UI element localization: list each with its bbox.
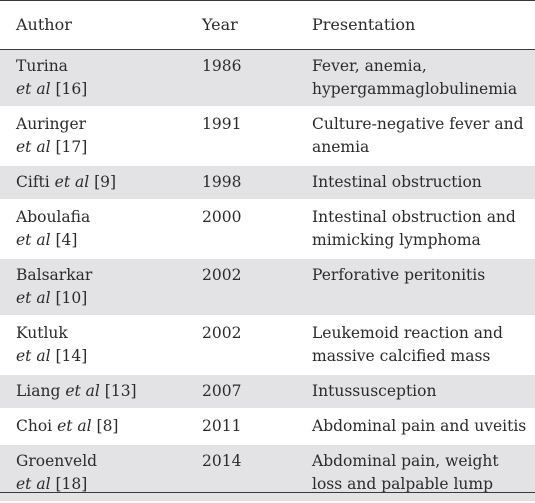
- author-line: Cifti et al [9]: [16, 171, 188, 194]
- author-line: Kutluk: [16, 322, 188, 345]
- author-text: Liang: [16, 382, 66, 400]
- year-cell: 2002: [202, 266, 242, 284]
- presentation-line: anemia: [312, 138, 370, 156]
- table-row: Balsarkar et al [10] 2002 Perforative perit…: [0, 259, 535, 317]
- year-cell: 2000: [202, 208, 242, 226]
- author-line: et al [17]: [16, 136, 188, 159]
- author-line: Liang et al [13]: [16, 380, 188, 403]
- presentation-cell: Intestinal obstruction: [298, 166, 535, 199]
- et-al-text: et al: [57, 417, 92, 435]
- year-cell: 2014: [202, 452, 242, 470]
- header-presentation: Presentation: [312, 15, 416, 34]
- author-text: [17]: [50, 138, 88, 156]
- author-text: Aboulafia: [16, 208, 91, 226]
- table-row: Auringer et al [17] 1991 Culture-negative f…: [0, 108, 535, 166]
- year-cell: 1986: [202, 57, 242, 75]
- presentation-line: Fever, anemia,: [312, 57, 427, 75]
- author-text: Groenveld: [16, 452, 98, 470]
- presentation-line: Perforative peritonitis: [312, 266, 486, 284]
- presentation-line: Culture-negative fever and: [312, 115, 524, 133]
- author-line: et al [16]: [16, 78, 188, 101]
- et-al-text: et al: [54, 173, 90, 191]
- presentation-line: hypergammaglobulinemia: [312, 80, 518, 98]
- author-text: Auringer: [16, 115, 87, 133]
- et-al-text: et al: [16, 475, 51, 493]
- presentation-cell: Fever, anemia, hypergammaglobulinemia: [298, 50, 535, 106]
- presentation-line: loss and palpable lump: [312, 475, 494, 493]
- et-al-text: et al: [16, 347, 51, 365]
- year-cell: 2007: [202, 382, 242, 400]
- presentation-line: Intestinal obstruction: [312, 173, 482, 191]
- year-cell: 2011: [202, 417, 242, 435]
- author-cell: Liang et al [13]: [0, 375, 188, 408]
- author-cell: Aboulafia et al [4]: [0, 201, 188, 257]
- et-al-text: et al: [16, 80, 51, 98]
- author-text: Cifti: [16, 173, 55, 191]
- table-row: Liang et al [13] 2007 Intussusception: [0, 375, 535, 410]
- presentation-line: massive calcified mass: [312, 347, 491, 365]
- year-cell: 1998: [202, 173, 242, 191]
- author-text: Choi: [16, 417, 58, 435]
- table-row: Groenveld et al [18] 2014 Abdominal pain, w…: [0, 445, 535, 503]
- author-text: [14]: [50, 347, 88, 365]
- author-cell: Choi et al [8]: [0, 410, 188, 443]
- presentation-line: Abdominal pain, weight: [312, 452, 499, 470]
- presentation-cell: Intussusception: [298, 375, 535, 408]
- author-text: [16]: [50, 80, 88, 98]
- author-text: Turina: [16, 57, 68, 75]
- presentation-line: Intussusception: [312, 382, 437, 400]
- presentation-cell: Culture-negative fever and anemia: [298, 108, 535, 164]
- header-year: Year: [202, 15, 238, 34]
- author-line: Balsarkar: [16, 264, 188, 287]
- author-text: [4]: [50, 231, 78, 249]
- author-text: [9]: [89, 173, 117, 191]
- year-cell: 1991: [202, 115, 242, 133]
- author-line: Turina: [16, 55, 188, 78]
- presentation-cell: Abdominal pain, weight loss and palpable …: [298, 445, 535, 501]
- table-body: Turina et al [16] 1986 Fever, anemia, hyperg…: [0, 50, 535, 503]
- author-line: Auringer: [16, 113, 188, 136]
- author-text: [8]: [91, 417, 119, 435]
- author-text: [18]: [50, 475, 88, 493]
- presentation-cell: Perforative peritonitis: [298, 259, 535, 315]
- bottom-rule: [0, 492, 535, 493]
- presentation-line: Abdominal pain and uveitis: [312, 417, 527, 435]
- author-text: [13]: [99, 382, 137, 400]
- author-text: Balsarkar: [16, 266, 93, 284]
- et-al-text: et al: [16, 231, 51, 249]
- year-cell: 2002: [202, 324, 242, 342]
- et-al-text: et al: [65, 382, 100, 400]
- author-line: Choi et al [8]: [16, 415, 188, 438]
- author-cell: Cifti et al [9]: [0, 166, 188, 199]
- presentation-cell: Abdominal pain and uveitis: [298, 410, 535, 443]
- et-al-text: et al: [16, 289, 51, 307]
- presentation-line: Leukemoid reaction and: [312, 324, 503, 342]
- presentation-cell: Intestinal obstruction and mimicking lymp…: [298, 201, 535, 257]
- author-cell: Kutluk et al [14]: [0, 317, 188, 373]
- table-row: Aboulafia et al [4] 2000 Intestinal obstruc…: [0, 201, 535, 259]
- table-row: Turina et al [16] 1986 Fever, anemia, hyperg…: [0, 50, 535, 108]
- author-line: Aboulafia: [16, 206, 188, 229]
- table-row: Kutluk et al [14] 2002 Leukemoid reaction a…: [0, 317, 535, 375]
- presentation-line: mimicking lymphoma: [312, 231, 481, 249]
- author-line: Groenveld: [16, 450, 188, 473]
- table-header: Author Year Presentation: [0, 0, 535, 50]
- presentation-cell: Leukemoid reaction and massive calcified …: [298, 317, 535, 373]
- author-text: Kutluk: [16, 324, 68, 342]
- table-row: Cifti et al [9] 1998 Intestinal obstructio…: [0, 166, 535, 201]
- author-text: [10]: [50, 289, 88, 307]
- author-line: et al [4]: [16, 229, 188, 252]
- author-cell: Balsarkar et al [10]: [0, 259, 188, 315]
- author-line: et al [14]: [16, 345, 188, 368]
- author-line: et al [10]: [16, 287, 188, 310]
- et-al-text: et al: [16, 138, 51, 156]
- header-author: Author: [16, 15, 72, 34]
- author-cell: Turina et al [16]: [0, 50, 188, 106]
- author-cell: Auringer et al [17]: [0, 108, 188, 164]
- author-cell: Groenveld et al [18]: [0, 445, 188, 501]
- presentation-line: Intestinal obstruction and: [312, 208, 516, 226]
- author-line: et al [18]: [16, 473, 188, 496]
- table-row: Choi et al [8] 2011 Abdominal pain and uve…: [0, 410, 535, 445]
